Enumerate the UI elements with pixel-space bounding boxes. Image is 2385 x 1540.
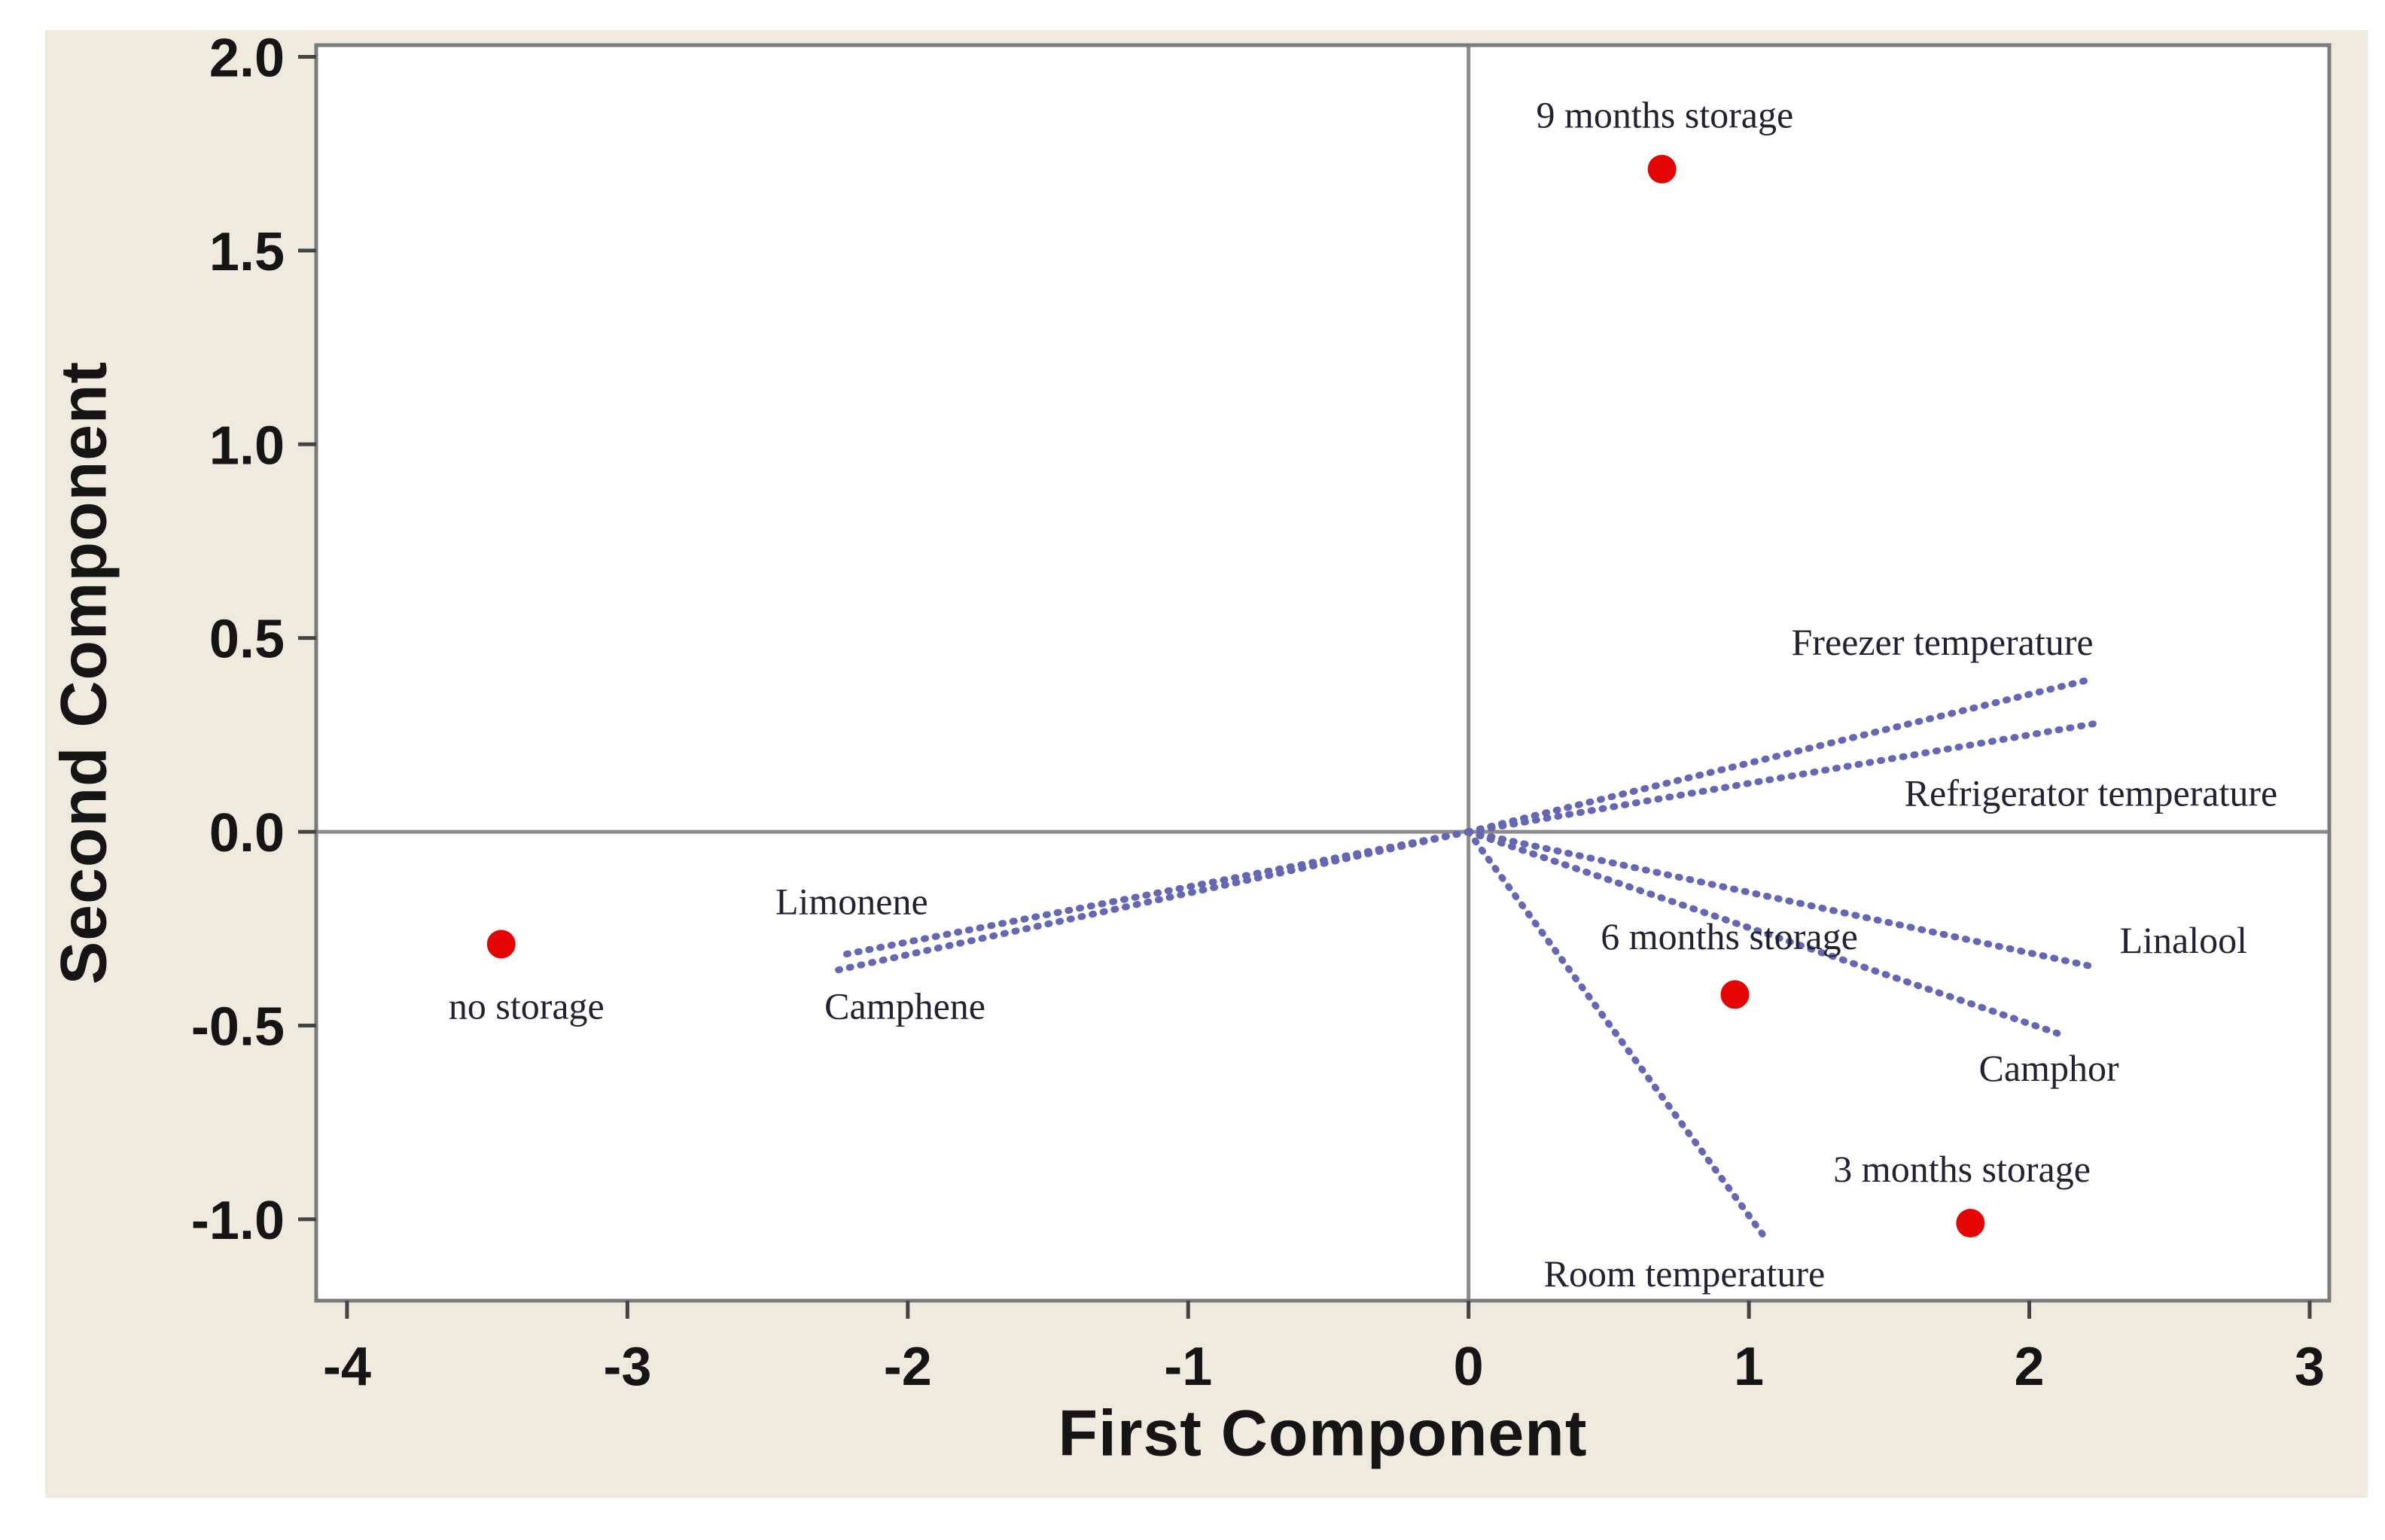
loading-vector-camphene [828,828,1473,975]
y-tick-label-0.5: 0.5 [209,610,285,670]
score-label-9-months-storage: 9 months storage [1537,94,1794,136]
loading-vector-freezer-temperature [1465,677,2089,835]
x-tick-label-3: 3 [2295,1337,2325,1397]
x-tick-label--1: -1 [1164,1337,1212,1397]
plot-area [316,45,2329,1301]
score-point-no-storage [486,930,516,959]
score-point-3-months-storage [1956,1209,1985,1238]
x-tick-label-0: 0 [1454,1337,1484,1397]
score-label-3-months-storage: 3 months storage [1833,1148,2091,1190]
x-tick-label--4: -4 [323,1337,371,1397]
x-axis-title: First Component [1058,1397,1588,1470]
y-tick-label-1.0: 1.0 [209,415,285,476]
score-point-6-months-storage [1720,980,1750,1009]
score-point-9-months-storage [1647,154,1677,184]
y-tick-label-1.5: 1.5 [209,222,285,282]
x-tick-label--3: -3 [603,1337,651,1397]
score-label-6-months-storage: 6 months storage [1601,915,1858,957]
loading-label-refrigerator-temperature: Refrigerator temperature [1905,772,2278,814]
score-label-no-storage: no storage [449,985,605,1027]
loading-label-room-temperature: Room temperature [1544,1252,1826,1295]
loading-label-linalool: Linalool [2120,919,2247,961]
loading-label-freezer-temperature: Freezer temperature [1791,621,2093,663]
x-tick-label-1: 1 [1734,1337,1764,1397]
loading-label-camphene: Camphene [824,985,985,1027]
y-tick-label-2.0: 2.0 [209,28,285,88]
plot-border [314,43,2332,1303]
loading-vector-camphor [1465,828,2061,1037]
loading-vector-linalool [1465,828,2100,971]
y-tick-label--1.0: -1.0 [191,1191,285,1251]
loading-vector-refrigerator-temperature [1465,720,2100,835]
y-tick-label-0.0: 0.0 [209,803,285,863]
x-tick-label--2: -2 [884,1337,932,1397]
loading-label-limonene: Limonene [775,881,928,923]
loading-label-camphor: Camphor [1979,1047,2119,1089]
y-axis-title: Second Component [47,361,120,985]
loading-vector-room-temperature [1465,828,1767,1238]
x-tick-label-2: 2 [2014,1337,2044,1397]
y-tick-label--0.5: -0.5 [191,997,285,1057]
